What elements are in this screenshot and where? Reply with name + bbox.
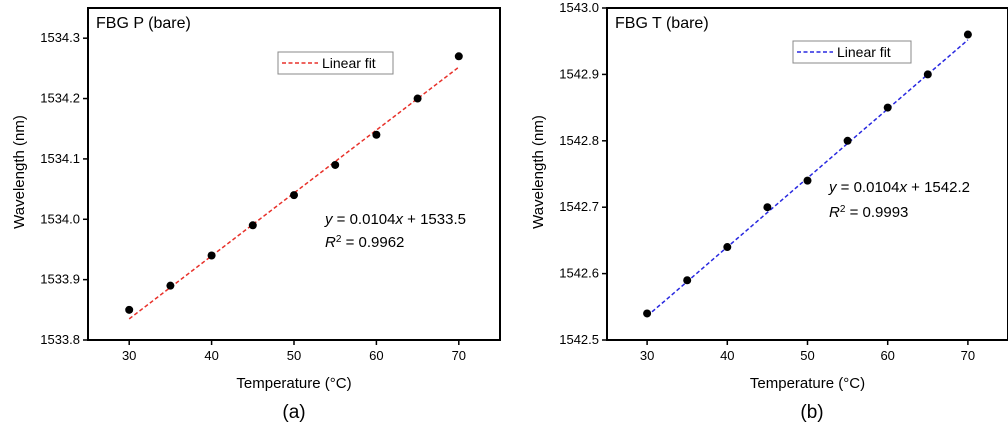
- legend-box: [792, 40, 912, 64]
- x-tick-label: 50: [800, 348, 814, 363]
- x-tick-label: 60: [369, 348, 383, 363]
- data-point: [923, 70, 932, 79]
- r-squared: R2 = 0.9993: [829, 204, 908, 222]
- panel-caption: (b): [800, 402, 823, 423]
- r-squared: R2 = 0.9962: [325, 234, 404, 252]
- panel-title: FBG T (bare): [615, 15, 709, 32]
- y-tick-label: 1542.8: [559, 133, 599, 148]
- data-point: [248, 221, 257, 230]
- data-point: [166, 281, 175, 290]
- y-tick-label: 1533.8: [40, 332, 80, 347]
- fit-equation: y = 0.0104x + 1533.5: [324, 211, 466, 228]
- legend: Linear fit: [277, 51, 394, 75]
- x-axis-title: Temperature (°C): [750, 375, 865, 392]
- legend: Linear fit: [792, 40, 912, 64]
- chart-panel-a: 30 40 50 60 70 1533.8 1533.9 1534.0 1534.1 1534.2…: [11, 7, 501, 423]
- x-tick-label: 70: [452, 348, 466, 363]
- data-point: [803, 176, 812, 185]
- x-tick-label: 30: [640, 348, 654, 363]
- x-tick-label: 50: [287, 348, 301, 363]
- x-tick-label: 30: [122, 348, 136, 363]
- data-point: [413, 94, 422, 103]
- y-axis-title: Wavelength (nm): [11, 115, 28, 229]
- y-tick-label: 1542.9: [559, 66, 599, 81]
- y-axis-title: Wavelength (nm): [530, 115, 547, 229]
- chart-panel-b: 30 40 50 60 70 1542.5 1542.6 1542.7 1542.8 1542.9…: [530, 0, 1008, 423]
- data-point: [454, 52, 463, 61]
- data-point: [963, 30, 972, 39]
- data-point: [883, 103, 892, 112]
- data-point: [125, 305, 134, 314]
- data-point: [763, 203, 772, 212]
- fit-equation: y = 0.0104x + 1542.2: [828, 179, 970, 196]
- data-point: [643, 309, 652, 318]
- data-point: [372, 130, 381, 139]
- y-tick-label: 1542.7: [559, 199, 599, 214]
- data-point: [207, 251, 216, 260]
- y-tick-label: 1534.2: [40, 91, 80, 106]
- x-axis-title: Temperature (°C): [236, 375, 351, 392]
- y-tick-label: 1543.0: [559, 0, 599, 15]
- y-tick-label: 1533.9: [40, 272, 80, 287]
- y-tick-label: 1534.1: [40, 151, 80, 166]
- y-tick-label: 1534.0: [40, 211, 80, 226]
- panel-title: FBG P (bare): [96, 15, 191, 32]
- legend-box: [277, 51, 394, 75]
- data-point: [723, 243, 732, 252]
- data-point: [290, 191, 298, 200]
- y-tick-label: 1542.5: [559, 332, 599, 347]
- legend-label: Linear fit: [837, 44, 891, 60]
- data-point: [843, 136, 852, 145]
- data-point: [683, 276, 692, 285]
- panel-caption: (a): [282, 402, 305, 423]
- x-tick-label: 40: [720, 348, 734, 363]
- data-point: [331, 160, 340, 169]
- x-tick-label: 70: [961, 348, 975, 363]
- x-tick-label: 60: [880, 348, 894, 363]
- x-tick-label: 40: [204, 348, 218, 363]
- legend-label: Linear fit: [322, 55, 376, 71]
- y-tick-label: 1534.3: [40, 30, 80, 45]
- y-tick-label: 1542.6: [559, 266, 599, 281]
- fit-line: [128, 66, 460, 320]
